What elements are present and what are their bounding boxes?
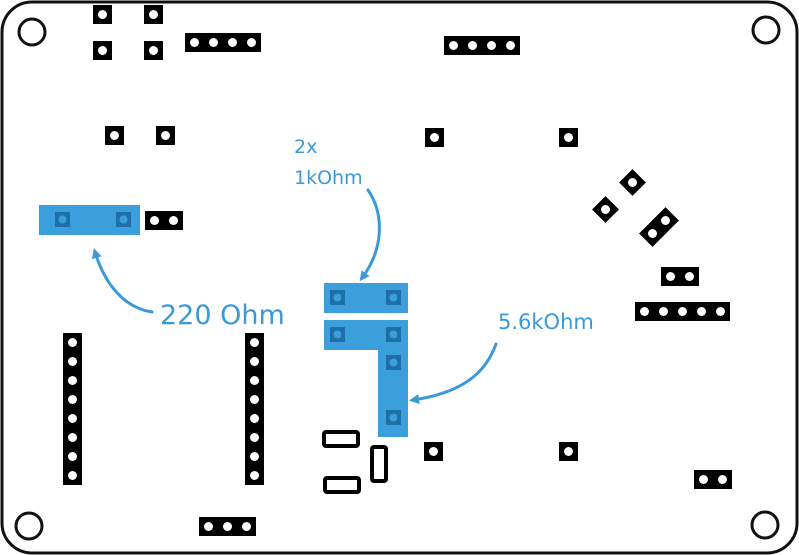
header-2pin-right <box>661 267 699 286</box>
pad <box>245 371 264 390</box>
pad <box>144 41 163 60</box>
pad-row2-2 <box>156 126 175 145</box>
pad <box>242 33 261 52</box>
pad <box>425 128 444 147</box>
smd-pads <box>322 430 388 494</box>
label-1k-count: 2x <box>294 136 317 158</box>
resistor-220-footprint <box>39 205 140 235</box>
pad <box>223 33 242 52</box>
pad <box>245 428 264 447</box>
resistor-1k-footprint-2 <box>324 320 408 350</box>
smd-pad-horizontal-top <box>322 430 360 448</box>
pad-row2-4 <box>559 128 578 147</box>
pad <box>63 447 82 466</box>
smd-pad-vertical <box>370 445 388 483</box>
component-pads <box>63 5 732 536</box>
pad <box>661 267 680 286</box>
pad <box>245 333 264 352</box>
arrow-220-ohm <box>91 248 154 314</box>
arrow-5k6-ohm <box>409 342 498 405</box>
pad <box>559 442 578 461</box>
pad <box>63 409 82 428</box>
pad <box>424 442 443 461</box>
header-3pin-bottom <box>199 517 256 536</box>
pad <box>63 428 82 447</box>
pad <box>673 302 692 321</box>
pad <box>63 352 82 371</box>
mounting-hole-bottom-left <box>14 511 44 541</box>
pad <box>145 211 164 230</box>
pad <box>144 5 163 24</box>
pad <box>63 333 82 352</box>
header-8pin-left <box>63 333 82 485</box>
pad <box>711 302 730 321</box>
pad <box>63 371 82 390</box>
header-top-4pin-left <box>185 33 261 52</box>
pad <box>654 302 673 321</box>
pad <box>156 126 175 145</box>
pad <box>713 470 732 489</box>
pad <box>635 302 654 321</box>
header-2pin-bottom-right <box>694 470 732 489</box>
pad-row2-3 <box>425 128 444 147</box>
pad <box>559 128 578 147</box>
arrow-1k-ohm <box>359 188 381 282</box>
pad <box>199 517 218 536</box>
pad <box>164 211 183 230</box>
header-8pin-center <box>245 333 264 485</box>
pad <box>680 267 699 286</box>
pad-top-left-1 <box>93 5 112 24</box>
label-5k6-ohm: 5.6kOhm <box>498 310 594 334</box>
header-2pin-left <box>145 211 183 230</box>
pad <box>93 5 112 24</box>
mounting-hole-bottom-right <box>750 510 780 540</box>
pad-top-left-3 <box>93 41 112 60</box>
pad <box>63 466 82 485</box>
label-220-ohm: 220 Ohm <box>160 300 285 331</box>
header-5pin-right <box>635 302 730 321</box>
pad <box>245 409 264 428</box>
pad <box>218 517 237 536</box>
pad-top-left-4 <box>144 41 163 60</box>
label-1k-value: 1kOhm <box>294 167 363 189</box>
pad-top-left-2 <box>144 5 163 24</box>
pad-row3-2 <box>559 442 578 461</box>
pad <box>501 36 520 55</box>
pad <box>237 517 256 536</box>
pad-row3-1 <box>424 442 443 461</box>
mounting-hole-top-left <box>17 17 47 47</box>
pad <box>185 33 204 52</box>
header-top-4pin-center <box>444 36 520 55</box>
mounting-hole-top-right <box>751 15 781 45</box>
pad <box>482 36 501 55</box>
pad <box>245 447 264 466</box>
pad <box>245 352 264 371</box>
pad <box>692 302 711 321</box>
pad <box>63 390 82 409</box>
resistor-5k6-footprint <box>378 348 408 437</box>
pad-row2-1 <box>105 126 124 145</box>
pad <box>93 41 112 60</box>
pad <box>245 466 264 485</box>
pad <box>105 126 124 145</box>
pad <box>444 36 463 55</box>
annotation-arrows <box>91 188 498 405</box>
highlighted-resistors <box>39 205 408 437</box>
resistor-1k-footprint-1 <box>324 283 408 313</box>
pad <box>463 36 482 55</box>
pad <box>204 33 223 52</box>
pad <box>694 470 713 489</box>
smd-pad-horizontal-bottom <box>323 476 361 494</box>
pad <box>245 390 264 409</box>
mounting-holes <box>14 15 781 541</box>
